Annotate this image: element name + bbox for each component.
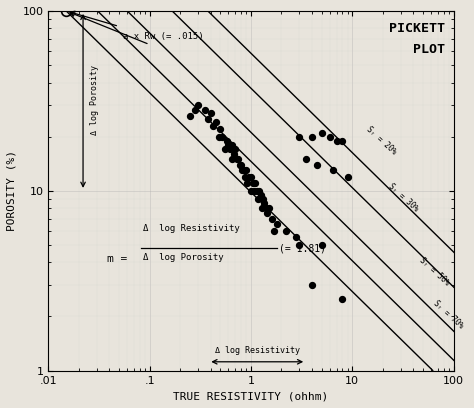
Point [191,107,199,114]
Point [318,130,326,136]
Text: a x Rw (= .015): a x Rw (= .015) [123,32,204,41]
Point [194,102,202,108]
Point [259,196,266,202]
Point [231,146,239,153]
Point [228,156,236,162]
Point [255,196,262,202]
Text: PICKETT
   PLOT: PICKETT PLOT [390,22,446,56]
Point [240,167,247,173]
Point [244,180,251,186]
Point [295,242,303,248]
Point [247,173,255,180]
Point [237,161,245,168]
Text: Sᵣ = 20%: Sᵣ = 20% [365,125,398,157]
Point [268,215,275,222]
Point [212,119,219,126]
Point [258,205,265,211]
Point [257,191,264,198]
Point [264,210,271,217]
Point [243,167,250,173]
Point [219,133,226,140]
Text: Δ log Resistivity: Δ log Resistivity [215,346,300,355]
Point [228,142,236,148]
Point [207,110,214,116]
Point [333,137,340,144]
Point [251,188,258,194]
Text: Δ  log Resistivity: Δ log Resistivity [143,224,239,233]
Point [238,167,246,173]
Y-axis label: POROSITY (%): POROSITY (%) [7,150,17,231]
Point [253,188,261,194]
Point [251,180,259,186]
Text: Sᵣ = 30%: Sᵣ = 30% [387,182,420,214]
Point [344,173,351,180]
X-axis label: TRUE RESISTIVITY (ohhm): TRUE RESISTIVITY (ohhm) [173,391,328,401]
Point [230,151,238,157]
Point [262,205,270,211]
Point [225,142,232,148]
Point [313,161,321,168]
Point [318,242,326,248]
Point [236,161,244,168]
Point [271,227,278,234]
Point [226,146,234,153]
Point [223,137,231,144]
Text: Δ log Porosity: Δ log Porosity [91,65,100,135]
Point [242,173,249,180]
Point [249,180,257,186]
Point [201,107,209,114]
Point [245,173,253,180]
Point [235,156,242,162]
Text: Sᵣ = 50%: Sᵣ = 50% [418,256,451,288]
Text: m =: m = [107,253,128,264]
Point [217,126,224,133]
Point [308,133,316,140]
Text: Sᵣ = 70%: Sᵣ = 70% [431,299,465,330]
Point [209,122,217,129]
Point [255,188,263,194]
Point [338,137,346,144]
Point [329,167,337,173]
Point [221,146,228,153]
Point [338,296,346,302]
Point [326,133,334,140]
Point [302,156,310,162]
Point [295,133,303,140]
Point [265,205,273,211]
Point [260,200,268,207]
Point [273,221,281,228]
Point [292,234,300,241]
Point [282,227,290,234]
Point [233,156,240,162]
Point [205,116,212,122]
Point [308,282,316,288]
Point [247,188,255,194]
Point [186,113,194,120]
Point [215,133,222,140]
Text: Δ  log Porosity: Δ log Porosity [143,253,223,262]
Text: (= 1.81): (= 1.81) [279,243,326,253]
